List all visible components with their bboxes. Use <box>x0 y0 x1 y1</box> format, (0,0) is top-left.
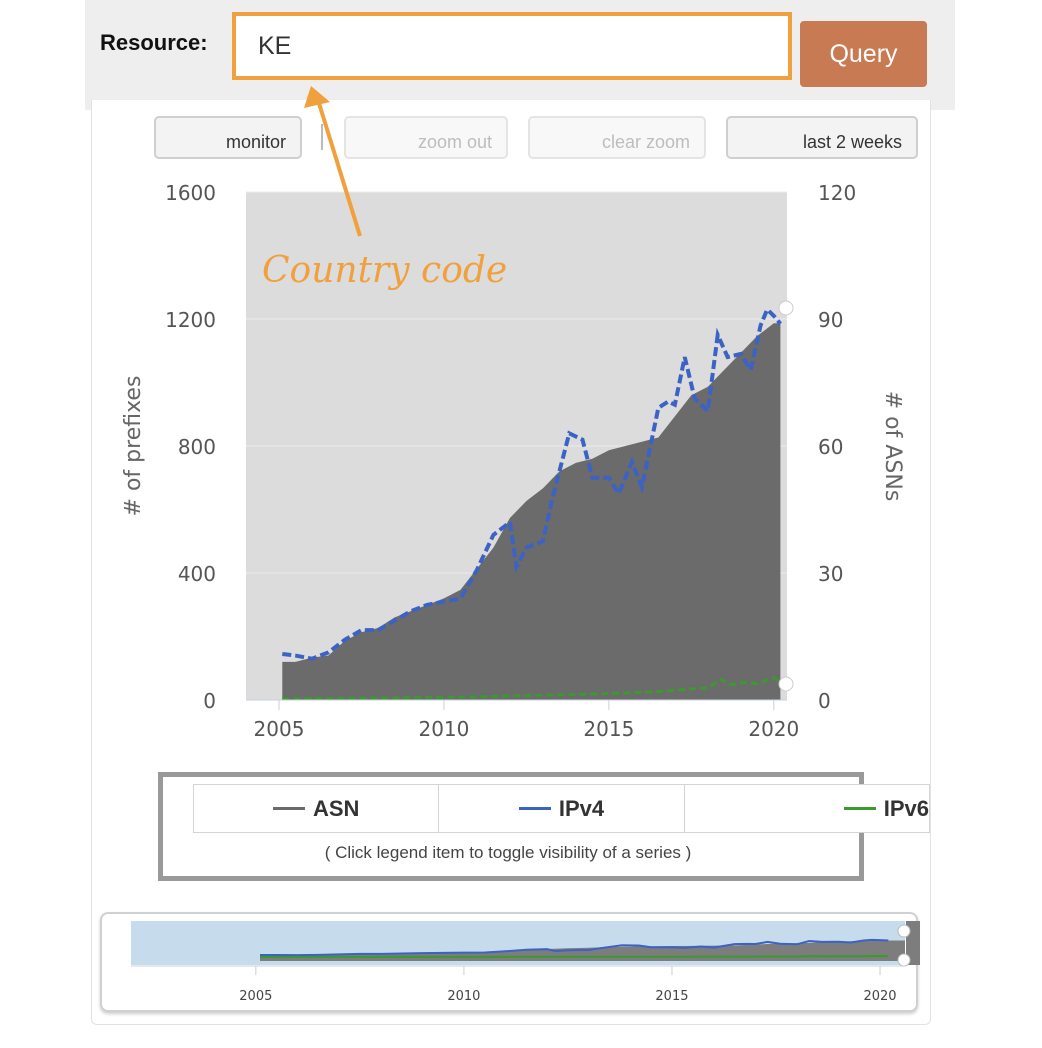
legend: ASN IPv4 IPv6 <box>193 784 930 833</box>
ipv4-swatch <box>518 807 551 810</box>
legend-label-ipv4: IPv4 <box>558 795 605 821</box>
navigator[interactable] <box>100 912 918 1012</box>
legend-item-ipv4[interactable]: IPv4 <box>439 785 685 832</box>
legend-label-ipv6: IPv6 <box>883 795 929 821</box>
resource-label: Resource: <box>100 30 208 55</box>
legend-hint: ( Click legend item to toggle visibility… <box>324 843 692 862</box>
monitor-button[interactable]: monitor <box>154 116 302 159</box>
resource-input[interactable] <box>232 12 792 80</box>
legend-item-asn[interactable]: ASN <box>194 785 440 832</box>
legend-label-asn: ASN <box>312 795 360 821</box>
toolbar-separator <box>321 124 323 150</box>
last-2-weeks-button[interactable]: last 2 weeks <box>726 116 918 159</box>
asn-swatch <box>272 807 305 810</box>
legend-item-ipv6[interactable]: IPv6 <box>685 785 929 832</box>
clear-zoom-button[interactable]: clear zoom <box>528 116 706 159</box>
query-button[interactable]: Query <box>800 21 927 87</box>
chart-panel <box>91 100 931 1025</box>
ipv6-swatch <box>843 807 876 810</box>
country-code-annotation: Country code <box>262 250 508 291</box>
zoom-out-button[interactable]: zoom out <box>344 116 508 159</box>
